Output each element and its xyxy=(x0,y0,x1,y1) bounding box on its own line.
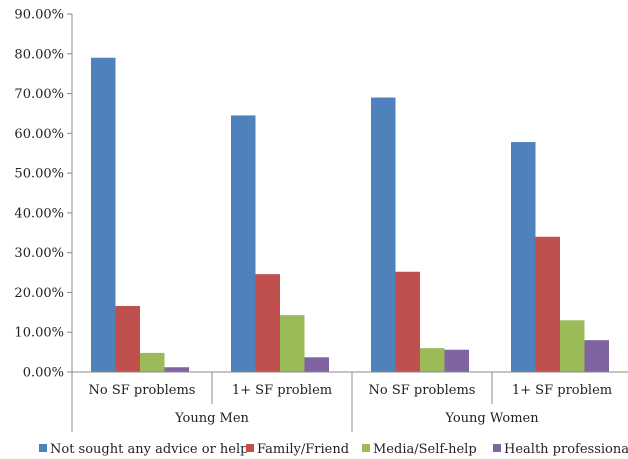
y-tick-label: 60.00% xyxy=(14,127,64,142)
legend: Not sought any advice or help Family/Frie… xyxy=(39,442,628,457)
bar-not-sought-any-advice-or-help-3 xyxy=(511,142,536,372)
bar-health-professional-3 xyxy=(584,340,609,372)
bar-health-professional-0 xyxy=(164,367,189,372)
legend-label: Family/Friend xyxy=(257,442,349,457)
bar-media-self-help-3 xyxy=(560,320,585,372)
y-tick-label: 20.00% xyxy=(14,286,64,301)
bar-family-friend-1 xyxy=(255,274,280,372)
legend-label: Health professional xyxy=(504,442,628,457)
bar-not-sought-any-advice-or-help-0 xyxy=(91,57,116,372)
bar-family-friend-2 xyxy=(395,271,420,372)
bar-not-sought-any-advice-or-help-2 xyxy=(371,97,396,373)
bar-family-friend-0 xyxy=(115,305,140,372)
y-tick-label: 50.00% xyxy=(14,167,64,182)
x-category-label: No SF problems xyxy=(369,383,476,398)
x-group-label: Young Women xyxy=(444,411,539,426)
y-axis: 0.00% 10.00% 20.00% 30.00% 40.00% 50.00% 60.00… xyxy=(14,8,73,381)
y-tick-label: 70.00% xyxy=(14,87,64,102)
y-tick-label: 0.00% xyxy=(23,366,64,381)
bar-not-sought-any-advice-or-help-1 xyxy=(231,115,256,372)
bar-media-self-help-0 xyxy=(140,352,165,372)
legend-swatch xyxy=(362,444,370,452)
bar-media-self-help-2 xyxy=(420,348,445,372)
bar-health-professional-2 xyxy=(444,349,469,372)
y-tick-label: 80.00% xyxy=(14,47,64,62)
legend-swatch xyxy=(246,444,254,452)
x-category-label: 1+ SF problem xyxy=(512,383,612,398)
x-category-label: 1+ SF problem xyxy=(232,383,332,398)
y-tick-label: 30.00% xyxy=(14,246,64,261)
bar-health-professional-1 xyxy=(304,357,329,372)
x-category-label: No SF problems xyxy=(89,383,196,398)
legend-swatch xyxy=(39,444,47,452)
y-tick-label: 10.00% xyxy=(14,326,64,341)
bar-family-friend-3 xyxy=(535,236,560,372)
bar-media-self-help-1 xyxy=(280,315,305,372)
x-axis: No SF problems 1+ SF problem No SF problem… xyxy=(71,371,628,432)
bars xyxy=(91,57,609,373)
legend-label: Media/Self-help xyxy=(373,442,477,457)
legend-swatch xyxy=(493,444,501,452)
y-tick-label: 40.00% xyxy=(14,206,64,221)
y-tick-label: 90.00% xyxy=(14,8,64,23)
legend-label: Not sought any advice or help xyxy=(50,442,248,457)
x-group-label: Young Men xyxy=(174,411,249,426)
